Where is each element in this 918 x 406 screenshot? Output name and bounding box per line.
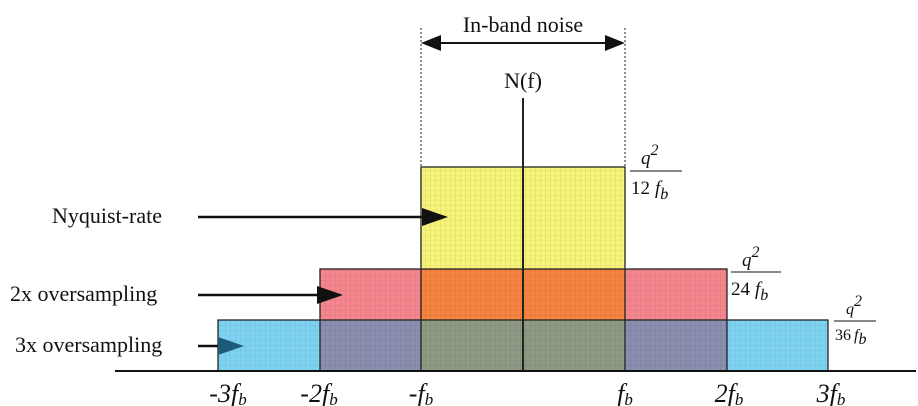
- oversampling-2x-level-fraction: q2 24 fb: [731, 244, 781, 304]
- nyquist-den: 12: [631, 178, 650, 199]
- os2-den: 24: [731, 279, 751, 300]
- in-band-arrowhead-left: [421, 35, 441, 51]
- nyquist-rate-label: Nyquist-rate: [52, 203, 162, 228]
- os2-fsub: b: [760, 287, 768, 304]
- tick-3fb: 3fb: [816, 379, 846, 406]
- os2-f: f: [755, 279, 763, 300]
- nyquist-f: f: [655, 178, 663, 199]
- svg-text:q2: q2: [846, 293, 862, 318]
- os3-den: 36: [835, 327, 851, 344]
- tick-minus-fb: -fb: [409, 379, 433, 406]
- oversampling-3x-label: 3x oversampling: [15, 332, 162, 357]
- os2-q: q: [742, 250, 752, 271]
- os3-q-exp: 2: [854, 293, 862, 310]
- in-band-noise-label: In-band noise: [463, 12, 583, 37]
- os2-q-exp: 2: [752, 244, 760, 261]
- nyquist-level-fraction: q2 12 fb: [630, 142, 682, 203]
- tick-minus-3fb: -3fb: [209, 379, 246, 406]
- tick-minus-2fb: -2fb: [300, 379, 337, 406]
- oversampling-3x-pointer-head: [218, 337, 244, 355]
- svg-text:q2: q2: [641, 142, 659, 169]
- nyquist-pointer-head: [422, 208, 448, 226]
- os3-q: q: [846, 301, 854, 318]
- oversampling-3x-level-fraction: q2 36 fb: [834, 293, 876, 348]
- oversampling-2x-pointer-head: [317, 286, 343, 304]
- os3-f: f: [854, 327, 861, 344]
- oversampling-2x-label: 2x oversampling: [10, 281, 157, 306]
- spectrum-label: N(f): [504, 68, 542, 93]
- os3-fsub: b: [858, 331, 866, 348]
- nyquist-q: q: [641, 148, 651, 169]
- tick-2fb: 2fb: [715, 379, 744, 406]
- in-band-arrowhead-right: [605, 35, 625, 51]
- svg-text:q2: q2: [742, 244, 760, 271]
- nyquist-fsub: b: [660, 186, 668, 203]
- tick-fb: fb: [617, 379, 633, 406]
- nyquist-q-exp: 2: [651, 142, 659, 159]
